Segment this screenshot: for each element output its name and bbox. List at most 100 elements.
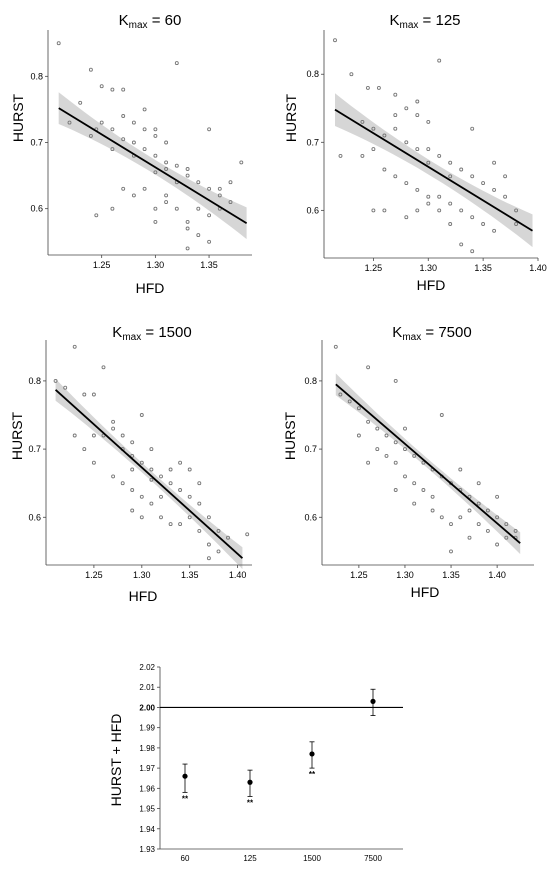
mean-point <box>182 773 188 779</box>
data-point <box>111 419 116 424</box>
data-point <box>142 147 147 152</box>
data-point <box>513 528 518 533</box>
data-point <box>338 392 343 397</box>
data-point <box>207 239 212 244</box>
data-point <box>153 127 158 132</box>
data-point <box>347 399 352 404</box>
data-point <box>149 477 154 482</box>
data-point <box>120 481 125 486</box>
data-point <box>168 467 173 472</box>
data-point <box>197 528 202 533</box>
data-point <box>217 186 222 191</box>
y-tick-label: 2.02 <box>139 663 155 672</box>
data-point <box>514 208 519 213</box>
data-point <box>485 508 490 513</box>
data-point <box>439 515 444 520</box>
data-point <box>349 72 354 77</box>
data-point <box>149 447 154 452</box>
data-point <box>187 494 192 499</box>
data-point <box>207 213 212 218</box>
data-point <box>159 474 163 479</box>
data-point <box>178 488 183 492</box>
data-point <box>196 180 201 185</box>
y-axis-label: HURST + HFD <box>108 714 124 807</box>
data-point <box>360 119 365 124</box>
data-point <box>82 447 87 452</box>
data-point <box>185 246 190 251</box>
panel-title: Kmax = 125 <box>389 12 460 31</box>
data-point <box>403 426 407 431</box>
y-tick-label: 1.95 <box>139 805 155 814</box>
data-point <box>174 206 179 211</box>
x-tick-label: 1.30 <box>147 260 165 270</box>
data-point <box>404 181 409 186</box>
data-point <box>153 153 158 158</box>
data-point <box>216 549 221 554</box>
data-point <box>503 194 508 199</box>
data-point <box>439 413 444 417</box>
data-point <box>111 426 116 431</box>
data-point <box>393 440 398 445</box>
data-point <box>375 426 380 431</box>
y-tick-label: 0.8 <box>306 69 319 79</box>
data-point <box>393 488 398 492</box>
data-point <box>492 187 497 192</box>
scatter-panel-kmax-125: Kmax = 125 HFD HURST 1.25 1.30 1.35 1.40 0.6… <box>283 12 547 293</box>
data-point <box>245 532 250 537</box>
y-axis-label: HURST <box>283 93 299 142</box>
data-point <box>142 127 147 132</box>
data-point <box>514 222 519 226</box>
data-point <box>412 501 417 506</box>
data-point <box>72 433 77 438</box>
x-tick-label: 7500 <box>364 854 382 863</box>
mean-point <box>370 698 376 704</box>
data-point <box>504 522 509 527</box>
data-point <box>412 453 417 458</box>
data-point <box>426 201 431 206</box>
data-point <box>426 119 431 124</box>
data-point <box>130 440 135 445</box>
data-point <box>149 467 154 472</box>
x-axis-label: HFD <box>417 277 446 293</box>
data-point <box>197 501 202 506</box>
data-point <box>403 447 407 452</box>
data-point <box>421 460 426 465</box>
x-tick-label: 1.40 <box>529 263 547 273</box>
data-point <box>393 92 398 97</box>
y-tick-label: 0.7 <box>28 444 41 454</box>
data-point <box>426 160 431 165</box>
regression-line <box>54 389 244 559</box>
data-point <box>174 61 179 66</box>
data-point <box>376 85 381 90</box>
data-point <box>164 193 169 198</box>
data-point <box>458 467 463 472</box>
data-point <box>356 406 361 411</box>
data-point <box>404 140 409 145</box>
regression-line <box>334 108 533 232</box>
data-point <box>459 208 464 213</box>
data-point <box>437 208 442 213</box>
y-tick-label: 0.7 <box>30 138 43 148</box>
data-point <box>430 508 435 513</box>
x-tick-label: 1.25 <box>365 263 383 273</box>
y-tick-label: 0.8 <box>28 376 41 386</box>
data-point <box>185 219 190 224</box>
data-point <box>207 186 212 191</box>
data-point <box>404 106 409 111</box>
data-point <box>492 228 497 233</box>
data-point <box>164 160 169 165</box>
data-point <box>415 99 420 104</box>
data-point <box>426 147 431 152</box>
data-point <box>448 222 453 226</box>
data-point <box>139 494 144 499</box>
y-tick-label: 0.6 <box>304 512 317 522</box>
data-point <box>131 193 136 198</box>
data-point <box>467 494 472 499</box>
x-axis-label: HFD <box>129 588 158 604</box>
data-point <box>185 226 190 231</box>
x-tick-label: 1.40 <box>229 570 247 580</box>
data-point <box>197 481 202 486</box>
data-point <box>216 528 221 533</box>
data-point <box>185 173 190 178</box>
significance-marker: ** <box>309 770 316 779</box>
